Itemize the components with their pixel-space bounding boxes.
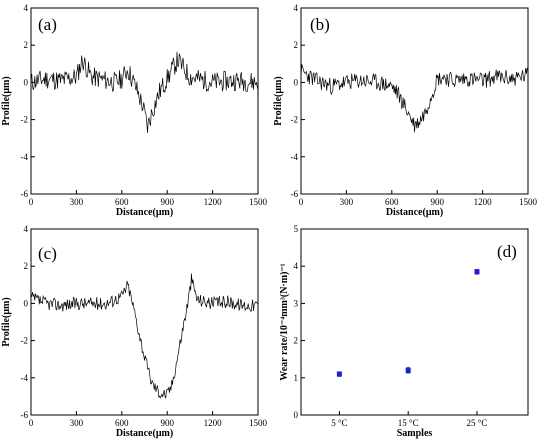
panel-a-x-tick-label: 0: [29, 197, 34, 207]
panel-a-x-tick-label: 300: [70, 197, 84, 207]
panel-a-grid-ticks: -6 -4 -2 0 2 4 0 300 600 900 1200 1500: [21, 3, 268, 207]
panel-b-x-axis-label: Distance(μm): [386, 207, 443, 218]
panel-c-x-tick-label: 600: [115, 418, 129, 428]
panel-c-x-tick-label: 1500: [249, 418, 268, 428]
panel-d-y-tick-label: 5: [294, 224, 299, 234]
panel-a-x-tick-label: 1200: [204, 197, 223, 207]
panel-b-y-tick-label: 4: [294, 3, 299, 13]
panel-a-x-tick-label: 900: [160, 197, 174, 207]
panel-b-label: (b): [310, 15, 330, 34]
panel-d-grid-ticks: 0 1 2 3 4 5 5 °C 15 °C 25 °C: [294, 224, 488, 428]
panel-b: -6 -4 -2 0 2 4 0 300 600 900 1200 1500 (b) Distance…: [273, 3, 538, 218]
panel-b-x-tick-label: 900: [430, 197, 444, 207]
panel-a-profile-line: [30, 51, 259, 133]
panel-c-x-tick-label: 0: [29, 418, 34, 428]
panel-d-y-axis-label: Wear rate/10⁻⁴mm³(N·m)⁻¹: [279, 263, 290, 380]
panel-d-y-tick-label: 0: [294, 410, 299, 420]
panel-b-y-tick-label: -2: [291, 115, 299, 125]
panel-a-y-tick-label: -2: [21, 115, 29, 125]
panel-d-y-tick-label: 4: [294, 261, 299, 271]
panel-d-x-tick-label: 25 °C: [467, 418, 488, 428]
panel-d-markers: [336, 269, 480, 377]
panel-c-label: (c): [38, 244, 57, 263]
panel-c-y-tick-label: -6: [21, 410, 29, 420]
panel-a-frame: [30, 7, 259, 195]
panel-d: 0 1 2 3 4 5 5 °C 15 °C 25 °C (d) Samples Wear ra…: [279, 224, 529, 439]
panel-d-label: (d): [497, 242, 517, 261]
panel-c-y-axis-label: Profile(μm): [1, 297, 12, 346]
panel-c-x-axis-label: Distance(μm): [116, 428, 173, 439]
panel-c-y-tick-label: 0: [24, 298, 29, 308]
panel-c-frame: [30, 228, 259, 416]
panel-d-frame: [300, 228, 529, 416]
panel-a-x-tick-label: 600: [115, 197, 129, 207]
panel-c-y-tick-label: 2: [24, 261, 29, 271]
panel-b-x-tick-label: 600: [385, 197, 399, 207]
panel-a: -6 -4 -2 0 2 4 0 300 600 900 1200 1500 (a) Distance…: [1, 3, 268, 218]
panel-d-data-point: [474, 269, 480, 275]
panel-b-y-tick-label: 2: [294, 40, 299, 50]
panel-b-x-tick-label: 1200: [474, 197, 493, 207]
panel-b-frame: [300, 7, 529, 195]
panel-a-y-tick-label: 4: [24, 3, 29, 13]
panel-b-x-tick-label: 1500: [519, 197, 538, 207]
panel-b-y-tick-label: -6: [291, 189, 299, 199]
panel-a-y-tick-label: -4: [21, 152, 29, 162]
panel-b-x-tick-label: 0: [299, 197, 304, 207]
panel-d-x-axis-label: Samples: [397, 428, 433, 439]
panel-a-y-tick-label: -6: [21, 189, 29, 199]
panel-d-data-point: [405, 367, 411, 373]
panel-d-y-tick-label: 2: [294, 336, 299, 346]
panel-a-y-tick-label: 2: [24, 40, 29, 50]
panel-b-y-tick-label: -4: [291, 152, 299, 162]
panel-c-x-tick-label: 1200: [204, 418, 223, 428]
panel-a-label: (a): [38, 15, 57, 34]
panel-c-x-tick-label: 300: [70, 418, 84, 428]
panel-d-x-tick-label: 15 °C: [398, 418, 419, 428]
panel-c-grid-ticks: -6 -4 -2 0 2 4 0 300 600 900 1200 1500: [21, 224, 268, 428]
panel-a-x-axis-label: Distance(μm): [116, 207, 173, 218]
panel-c-x-tick-label: 900: [160, 418, 174, 428]
panel-c-y-tick-label: -4: [21, 373, 29, 383]
panel-b-profile-line: [300, 64, 529, 133]
panel-b-x-tick-label: 300: [340, 197, 354, 207]
panel-d-x-tick-label: 5 °C: [331, 418, 347, 428]
panel-b-y-axis-label: Profile(μm): [273, 76, 284, 125]
panel-a-y-tick-label: 0: [24, 77, 29, 87]
panel-c-profile-line: [30, 273, 259, 399]
panel-d-y-tick-label: 3: [294, 298, 299, 308]
panel-b-grid-ticks: -6 -4 -2 0 2 4 0 300 600 900 1200 1500: [291, 3, 538, 207]
panel-c-y-tick-label: -2: [21, 336, 29, 346]
panel-c: -6 -4 -2 0 2 4 0 300 600 900 1200 1500 (c) Distance…: [1, 224, 268, 439]
panel-a-x-tick-label: 1500: [249, 197, 268, 207]
panel-a-y-axis-label: Profile(μm): [1, 76, 12, 125]
panel-d-y-tick-label: 1: [294, 373, 299, 383]
panel-d-data-point: [336, 371, 342, 377]
panel-c-y-tick-label: 4: [24, 224, 29, 234]
panel-b-y-tick-label: 0: [294, 77, 299, 87]
